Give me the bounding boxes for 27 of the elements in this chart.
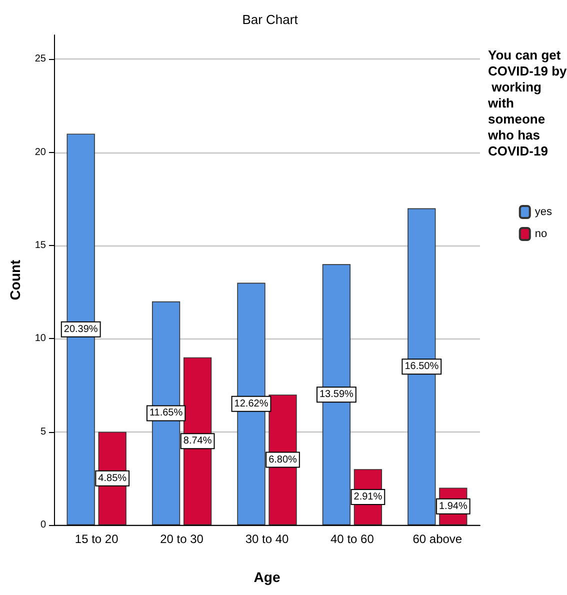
annotation: 8.74%	[183, 436, 212, 447]
annotation: 11.65%	[149, 408, 183, 419]
annotation: 20.39%	[64, 324, 98, 335]
y-tick-label: 0	[40, 520, 46, 530]
annotation: 16.50%	[404, 361, 439, 372]
chart-title: Bar Chart	[242, 12, 298, 27]
annotation: 6.80%	[268, 454, 298, 466]
y-axis-title: Count	[7, 259, 23, 300]
x-tick-label: 60 above	[412, 532, 462, 546]
y-tick-label: 20	[34, 146, 46, 158]
legend-label: yes	[534, 206, 552, 218]
x-tick-label: 30 to 40	[245, 532, 290, 546]
legend-title: You can get COVID-19 by working with someone who has COVID-19	[487, 48, 567, 158]
x-axis-title: Age	[254, 569, 280, 585]
annotation: 4.85%	[98, 472, 127, 484]
x-tick-label: 15 to 20	[74, 532, 119, 546]
annotation: 12.62%	[234, 398, 268, 410]
annotation: 2.91%	[354, 492, 382, 503]
y-tick-label: 25	[34, 54, 46, 65]
x-tick-label: 20 to 30	[160, 532, 204, 546]
y-tick-label: 15	[34, 240, 46, 252]
y-tick-label: 10	[34, 333, 46, 344]
y-tick-label: 5	[40, 426, 46, 438]
annotation: 1.94%	[438, 500, 468, 512]
annotation: 13.59%	[319, 389, 354, 400]
x-tick-label: 40 to 60	[330, 532, 374, 546]
legend-label: no	[534, 228, 548, 240]
